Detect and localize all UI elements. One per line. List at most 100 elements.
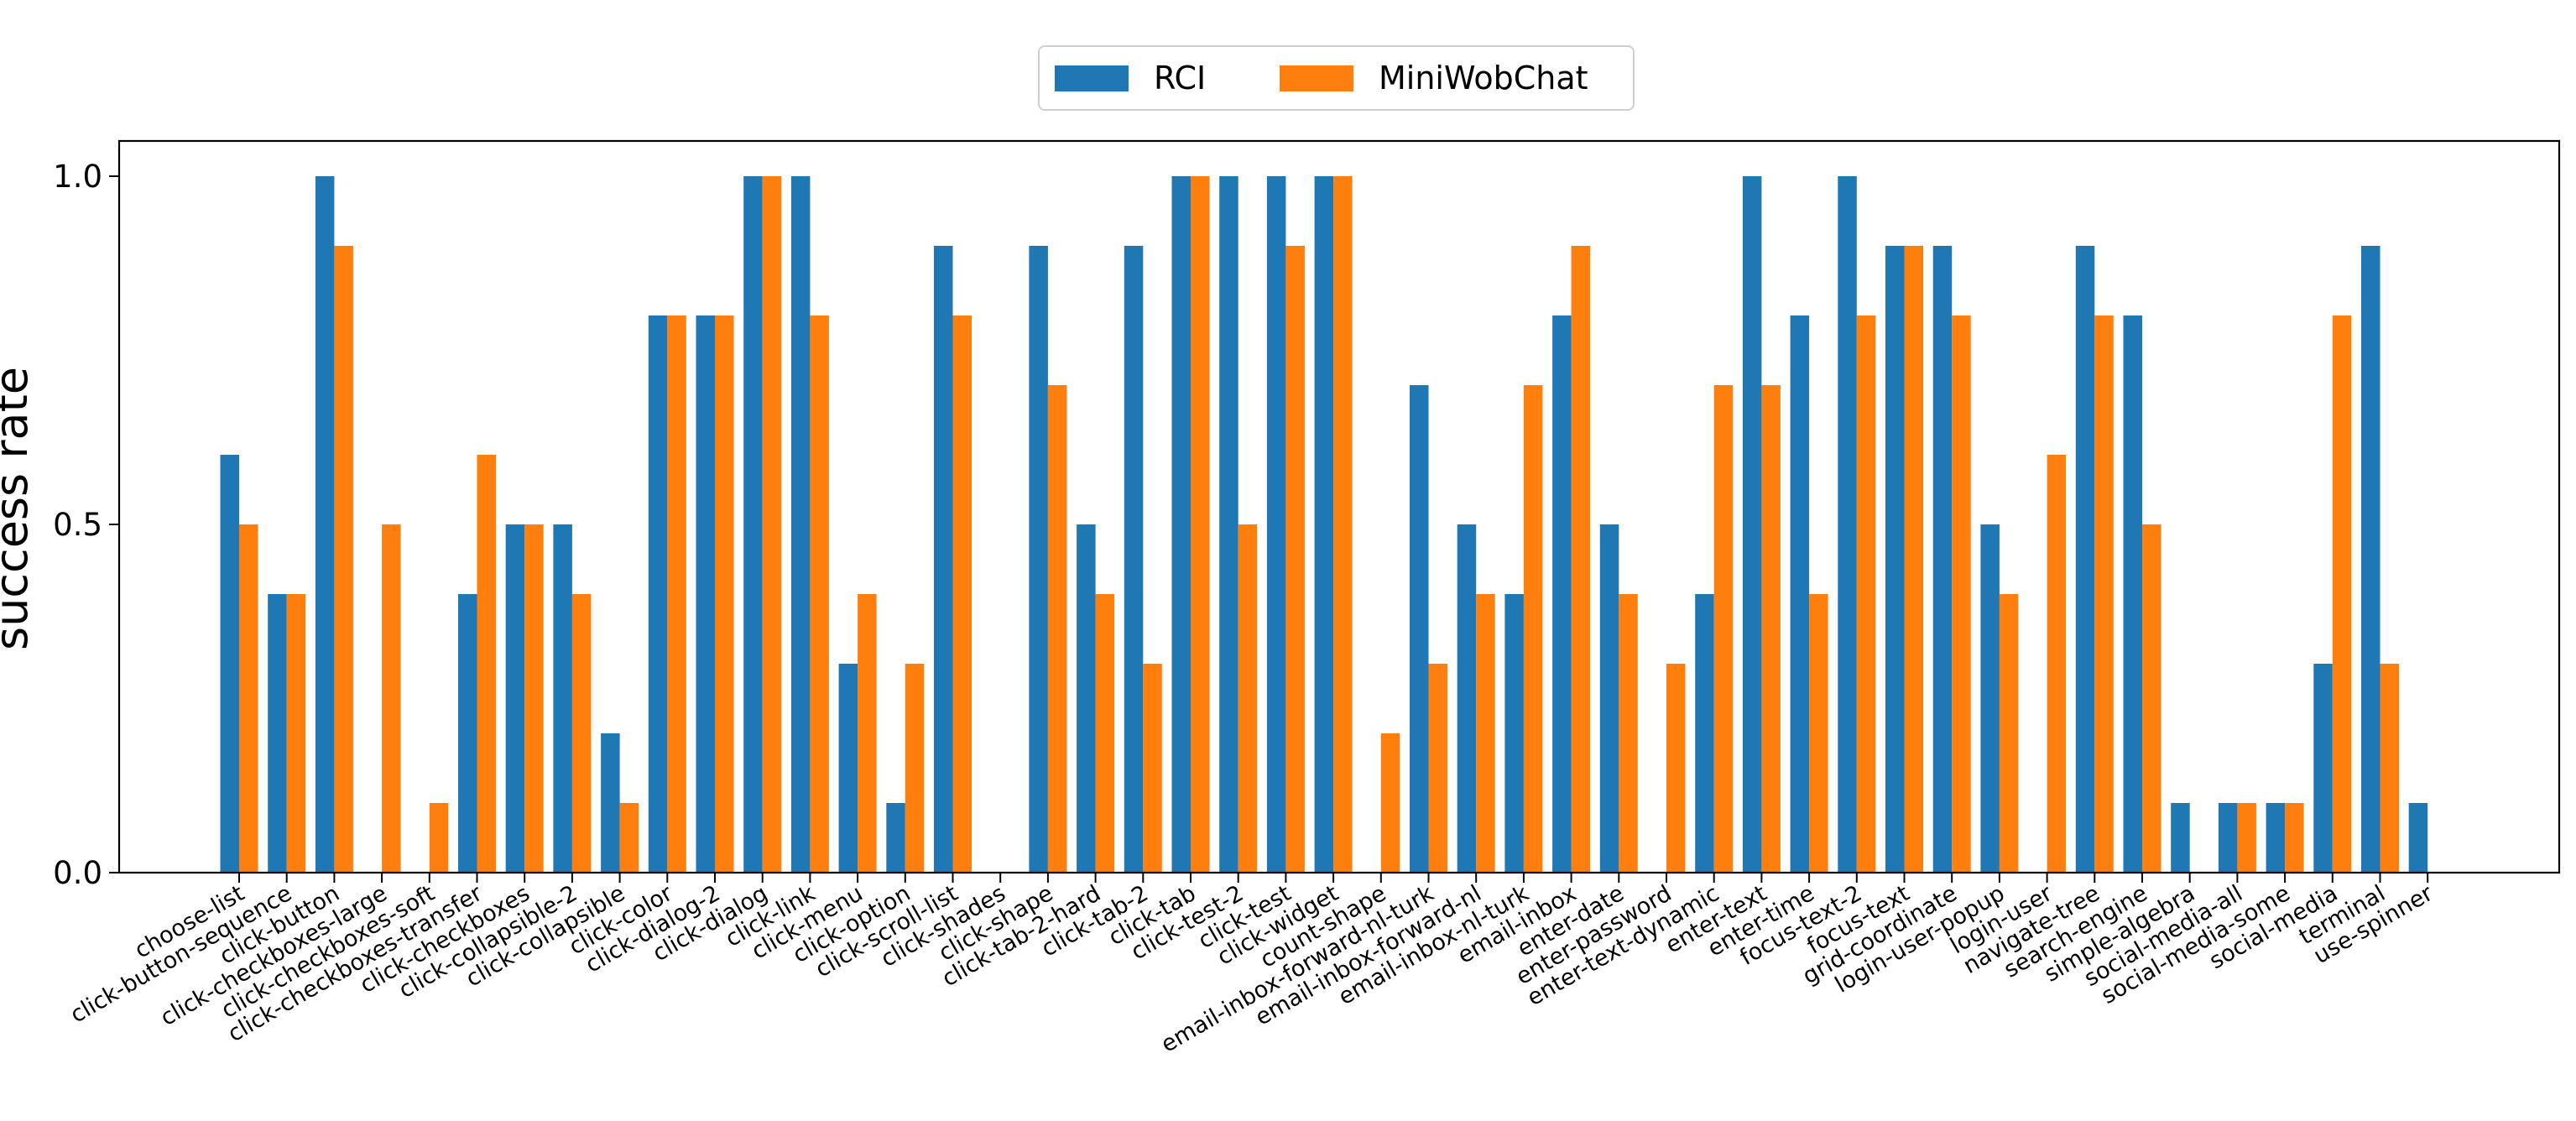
bar-miniwobchat-enter-date [1619,594,1638,873]
legend-label-rci: RCI [1154,60,1207,96]
legend: RCI MiniWobChat [1038,45,1635,111]
legend-label-miniwobchat: MiniWobChat [1379,60,1588,96]
bar-rci-email-inbox [1552,315,1572,873]
bar-miniwobchat-focus-text [1904,246,1923,873]
bar-rci-login-user-popup [1980,524,2000,873]
bar-rci-grid-coordinate [1932,246,1953,873]
bar-miniwobchat-grid-coordinate [1952,315,1971,873]
bar-miniwobchat-click-collapsible [619,803,639,873]
bar-miniwobchat-enter-time [1809,594,1828,873]
bar-miniwobchat-count-shape [1380,733,1400,873]
bar-rci-focus-text-2 [1838,176,1857,873]
bar-rci-navigate-tree [2075,246,2095,873]
bar-miniwobchat-email-inbox-forward-nl-turk [1428,664,1447,873]
bar-rci-click-checkboxes-transfer [458,594,477,873]
bar-miniwobchat-enter-password [1666,664,1686,873]
bar-miniwobchat-click-test-2 [1238,524,1258,873]
bar-miniwobchat-click-collapsible-2 [571,594,592,873]
legend-item-rci: RCI [1055,47,1206,109]
bar-miniwobchat-social-media [2332,315,2352,873]
bar-rci-focus-text [1885,246,1905,873]
bar-rci-email-inbox-forward-nl [1457,524,1477,873]
bar-rci-click-collapsible-2 [553,524,572,873]
bar-rci-choose-list [220,455,239,873]
bar-rci-click-collapsible [601,733,620,873]
bar-miniwobchat-enter-text [1761,385,1781,873]
bar-rci-simple-algebra [2171,803,2190,873]
legend-swatch-miniwobchat [1280,65,1353,91]
bar-miniwobchat-focus-text-2 [1856,315,1876,873]
bar-rci-search-engine [2123,315,2142,873]
bar-miniwobchat-click-scroll-list [952,315,972,873]
bar-miniwobchat-click-checkboxes [524,524,544,873]
bar-rci-click-button [315,176,335,873]
legend-item-miniwobchat: MiniWobChat [1280,47,1588,109]
bar-rci-click-checkboxes [505,524,525,873]
bar-miniwobchat-email-inbox-forward-nl [1476,594,1495,873]
bar-rci-enter-text [1742,176,1762,873]
bar-miniwobchat-email-inbox-nl-turk [1523,385,1543,873]
bar-rci-use-spinner [2408,803,2428,873]
bar-miniwobchat-click-option [905,664,925,873]
bar-miniwobchat-social-media-all [2237,803,2256,873]
bar-miniwobchat-click-checkboxes-soft [429,803,449,873]
bar-miniwobchat-click-checkboxes-large [382,524,401,873]
bar-rci-click-link [790,176,811,873]
bar-rci-click-test [1266,176,1286,873]
bar-miniwobchat-terminal [2380,664,2399,873]
legend-swatch-rci [1055,65,1129,91]
bars-layer [220,176,2428,873]
bar-miniwobchat-click-checkboxes-transfer [477,455,496,873]
bar-rci-click-menu [838,664,858,873]
bar-miniwobchat-login-user-popup [1999,594,2019,873]
bar-miniwobchat-click-tab [1191,176,1210,873]
bar-rci-click-test-2 [1219,176,1238,873]
bar-rci-click-dialog-2 [696,315,715,873]
bar-rci-click-option [886,803,905,873]
bar-rci-click-tab-2 [1124,246,1144,873]
bar-miniwobchat-click-test [1285,246,1305,873]
bar-miniwobchat-click-color [667,315,686,873]
bar-miniwobchat-click-dialog-2 [715,315,734,873]
bar-rci-click-button-sequence [268,594,287,873]
bar-rci-email-inbox-nl-turk [1504,594,1524,873]
y-tick-label: 0.5 [53,507,102,543]
y-tick-label: 1.0 [53,159,102,195]
bar-rci-click-tab [1171,176,1191,873]
bar-rci-click-color [648,315,668,873]
bar-miniwobchat-click-shape [1047,385,1067,873]
bar-rci-enter-text-dynamic [1695,594,1714,873]
axes-layer [109,139,2561,883]
bar-miniwobchat-click-button-sequence [286,594,306,873]
bar-rci-social-media-all [2218,803,2238,873]
bar-rci-click-widget [1314,176,1334,873]
bar-miniwobchat-click-menu [858,594,877,873]
bar-rci-enter-date [1599,524,1619,873]
bar-rci-enter-time [1790,315,1810,873]
y-tick-label: 0.0 [53,855,102,891]
plot-frame [117,139,2561,874]
bar-miniwobchat-login-user [2047,455,2067,873]
bar-miniwobchat-click-tab-2 [1143,664,1162,873]
bar-rci-email-inbox-forward-nl-turk [1410,385,1429,873]
bar-miniwobchat-enter-text-dynamic [1713,385,1734,873]
bar-rci-click-tab-2-hard [1077,524,1096,873]
bar-miniwobchat-search-engine [2142,524,2161,873]
bar-miniwobchat-choose-list [239,524,258,873]
bar-rci-social-media-some [2266,803,2286,873]
bar-miniwobchat-click-link [810,315,829,873]
y-axis-label: success rate [0,367,38,650]
bar-miniwobchat-click-widget [1333,176,1353,873]
bar-miniwobchat-email-inbox [1571,246,1591,873]
bar-miniwobchat-navigate-tree [2094,315,2114,873]
bar-rci-social-media [2313,664,2333,873]
bar-rci-click-scroll-list [934,246,953,873]
bar-miniwobchat-click-button [334,246,353,873]
bar-rci-terminal [2361,246,2380,873]
bar-miniwobchat-click-tab-2-hard [1095,594,1115,873]
bar-miniwobchat-click-dialog [762,176,782,873]
bar-rci-click-dialog [743,176,763,873]
bar-miniwobchat-social-media-some [2285,803,2304,873]
